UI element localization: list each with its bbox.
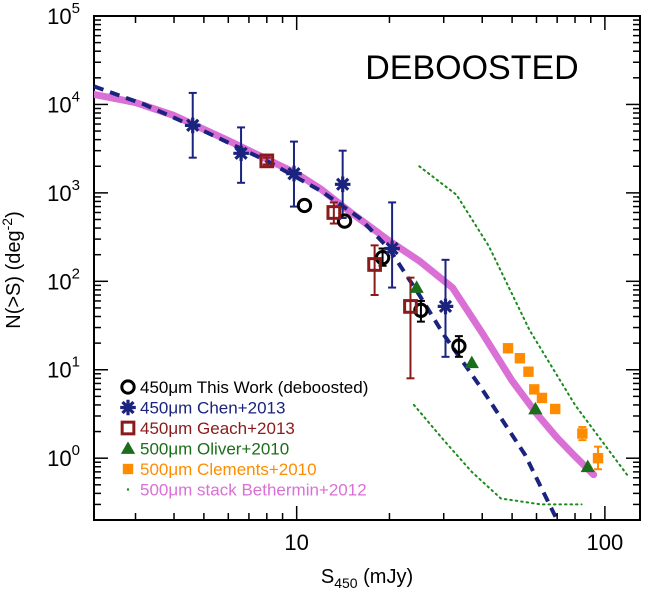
x-axis-label-sub: 450	[334, 575, 358, 591]
y-axis-label-end: )	[3, 211, 25, 218]
y-tick-base: 10	[47, 358, 71, 383]
point-square	[577, 428, 588, 439]
point-circle-open	[296, 197, 313, 214]
y-axis-label-main: N(>S) (deg	[3, 230, 25, 328]
point-square	[592, 452, 604, 464]
x-axis-label-main: S	[321, 566, 334, 588]
bethermin-envelope-lower	[412, 403, 583, 506]
point-asterisk	[334, 176, 351, 193]
y-tick-label: 101	[47, 354, 80, 383]
y-tick-exponent: 4	[72, 88, 80, 105]
point-triangle	[528, 401, 543, 415]
legend-label: 500μm stack Bethermin+2012	[140, 481, 367, 500]
point-square-open	[403, 299, 418, 314]
y-tick-exponent: 2	[72, 265, 80, 282]
point-triangle	[464, 355, 479, 369]
point-square	[550, 403, 561, 415]
axis-ticks	[94, 15, 640, 521]
point-circle-open	[336, 213, 353, 229]
y-tick-base: 10	[47, 446, 71, 471]
x-tick-label: 10	[284, 530, 308, 555]
y-tick-label: 100	[47, 442, 80, 471]
point-asterisk	[437, 298, 454, 315]
plot-frame	[93, 15, 641, 521]
y-tick-exponent: 5	[72, 0, 80, 17]
legend-marker-square	[122, 463, 134, 475]
point-square	[536, 392, 548, 404]
x-axis-label: S450 (mJy)	[321, 566, 413, 591]
point-triangle	[580, 459, 595, 473]
point-asterisk	[384, 240, 400, 257]
y-tick-base: 10	[47, 269, 71, 294]
point-square-open	[326, 205, 342, 220]
legend-label: 500μm Clements+2010	[140, 460, 317, 479]
point-triangle	[409, 280, 424, 293]
legend-marker-dotted	[126, 488, 130, 491]
y-tick-base: 10	[47, 92, 71, 117]
legend-marker-triangle	[120, 441, 136, 454]
point-circle-open	[451, 338, 467, 354]
point-square	[529, 384, 540, 395]
y-tick-label: 105	[47, 0, 80, 29]
legend-label: 450μm Chen+2013	[140, 399, 285, 418]
legend-marker-circle-open	[120, 379, 136, 395]
y-tick-exponent: 1	[72, 354, 80, 371]
x-axis-label-unit: (mJy)	[358, 566, 414, 588]
data-points	[184, 117, 604, 473]
legend-marker-asterisk	[120, 399, 136, 416]
point-asterisk	[233, 145, 249, 162]
legend-label: 450μm Geach+2013	[140, 419, 295, 438]
y-tick-base: 10	[47, 4, 71, 29]
legend-label: 450μm This Work (deboosted)	[140, 378, 368, 397]
y-tick-label: 104	[47, 88, 80, 117]
point-asterisk	[184, 117, 201, 134]
point-square	[502, 343, 514, 354]
chart-title: DEBOOSTED	[365, 49, 578, 87]
point-asterisk	[286, 165, 302, 182]
y-tick-base: 10	[47, 181, 71, 206]
y-axis-label: N(>S) (deg-2)	[0, 211, 25, 329]
point-square-open	[367, 257, 382, 272]
y-tick-exponent: 3	[72, 177, 80, 194]
y-tick-label: 102	[47, 265, 80, 294]
point-circle-open	[413, 302, 429, 318]
legend-marker-square-open	[120, 420, 136, 436]
legend-label: 500μm Oliver+2010	[140, 440, 289, 459]
legend: 450μm This Work (deboosted) 450μm Chen+20…	[120, 378, 368, 500]
x-tick-label: 100	[587, 530, 624, 555]
point-square-open	[259, 153, 275, 169]
point-square	[523, 366, 534, 377]
point-square	[514, 353, 526, 364]
bethermin-envelope-upper	[418, 165, 628, 476]
y-tick-label: 103	[47, 177, 80, 206]
y-tick-exponent: 0	[72, 442, 80, 459]
y-axis-label-sup: -2	[0, 218, 15, 231]
